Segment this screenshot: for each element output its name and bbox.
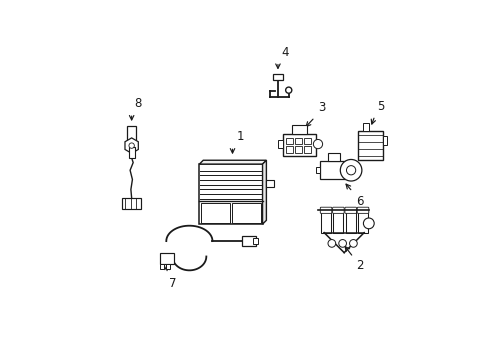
- Text: 8: 8: [135, 97, 142, 110]
- Bar: [294, 138, 301, 144]
- Bar: [294, 147, 301, 153]
- Polygon shape: [262, 160, 266, 224]
- Text: 1: 1: [236, 130, 244, 143]
- Bar: [282, 134, 316, 156]
- Bar: [304, 138, 310, 144]
- Text: 6: 6: [355, 195, 363, 208]
- Circle shape: [129, 143, 134, 148]
- Bar: [320, 161, 344, 180]
- Bar: [362, 123, 368, 131]
- Bar: [128, 147, 135, 158]
- Circle shape: [340, 159, 361, 181]
- Circle shape: [313, 139, 322, 149]
- Text: 5: 5: [377, 100, 384, 113]
- Text: 2: 2: [356, 259, 363, 272]
- Bar: [285, 138, 292, 144]
- Bar: [315, 167, 320, 173]
- Bar: [231, 203, 261, 222]
- Bar: [382, 136, 386, 145]
- Bar: [160, 264, 163, 269]
- Bar: [199, 164, 262, 224]
- Text: 4: 4: [281, 46, 288, 59]
- Bar: [201, 203, 230, 222]
- Circle shape: [285, 87, 291, 93]
- Bar: [166, 264, 170, 269]
- Bar: [321, 210, 330, 233]
- Bar: [160, 253, 174, 264]
- Bar: [285, 147, 292, 153]
- FancyBboxPatch shape: [357, 207, 368, 213]
- FancyBboxPatch shape: [332, 207, 344, 213]
- Bar: [122, 198, 141, 209]
- Bar: [127, 126, 136, 141]
- Bar: [253, 238, 257, 244]
- Bar: [345, 210, 355, 233]
- Bar: [266, 180, 274, 187]
- Polygon shape: [125, 138, 138, 153]
- Text: 7: 7: [169, 276, 177, 289]
- Bar: [291, 125, 306, 134]
- Bar: [277, 140, 282, 148]
- FancyBboxPatch shape: [344, 207, 356, 213]
- Circle shape: [363, 218, 373, 229]
- Bar: [327, 153, 340, 161]
- Circle shape: [346, 166, 355, 175]
- FancyBboxPatch shape: [320, 207, 331, 213]
- Bar: [357, 131, 382, 160]
- Circle shape: [327, 239, 335, 247]
- Bar: [273, 74, 282, 80]
- Bar: [241, 237, 255, 246]
- Text: 3: 3: [317, 101, 325, 114]
- Circle shape: [338, 239, 346, 247]
- Polygon shape: [199, 160, 266, 164]
- Bar: [333, 210, 343, 233]
- Bar: [304, 147, 310, 153]
- Bar: [357, 210, 367, 233]
- Circle shape: [349, 239, 357, 247]
